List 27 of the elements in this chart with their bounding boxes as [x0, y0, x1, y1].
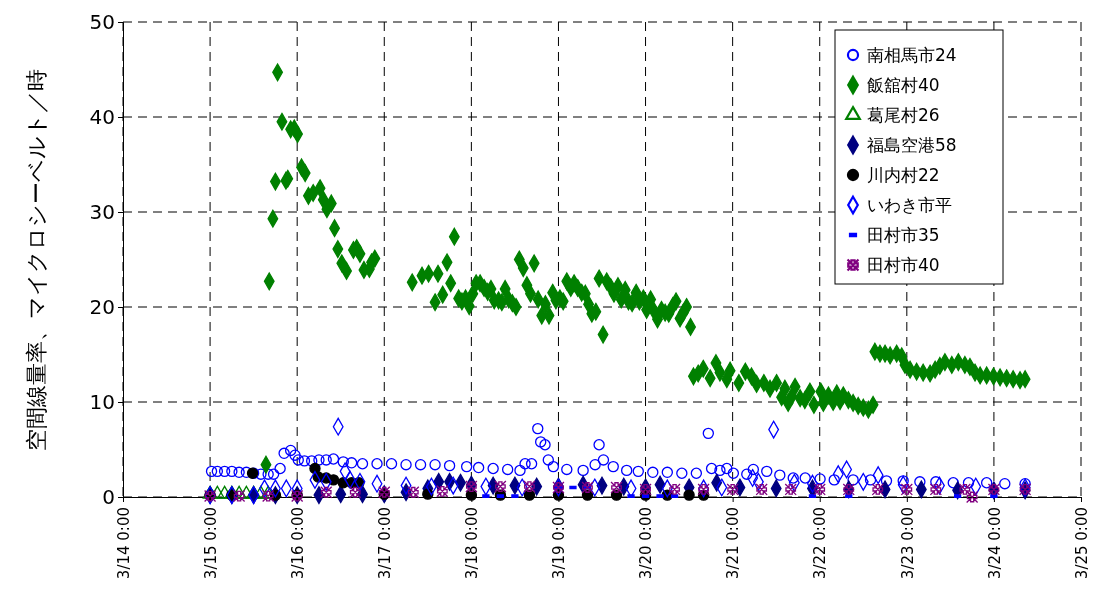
x-tick-label: 3/15 0:00 [201, 507, 220, 580]
x-tick-label: 3/24 0:00 [985, 507, 1004, 580]
legend-label: いわき市平 [867, 194, 952, 215]
x-tick-label: 3/17 0:00 [376, 507, 395, 580]
y-axis-title: 空間線量率、マイクロシーベルト／時 [23, 68, 49, 451]
x-tick-label: 3/22 0:00 [811, 507, 830, 580]
legend-label: 飯舘村40 [867, 74, 940, 95]
x-tick-label: 3/16 0:00 [288, 507, 307, 580]
y-tick-label: 10 [89, 389, 115, 414]
legend-label: 福島空港58 [867, 134, 957, 155]
x-tick-label: 3/25 0:00 [1072, 507, 1091, 580]
x-tick-label: 3/18 0:00 [463, 507, 482, 580]
legend-label: 川内村22 [867, 164, 940, 185]
x-tick-label: 3/14 0:00 [114, 507, 133, 580]
y-tick-label: 20 [89, 294, 115, 319]
x-tick-label: 3/23 0:00 [898, 507, 917, 580]
x-tick-label: 3/21 0:00 [724, 507, 743, 580]
y-tick-label: 50 [89, 9, 115, 34]
legend-label: 南相馬市24 [867, 44, 957, 65]
y-tick-label: 30 [89, 199, 115, 224]
legend-label: 田村市35 [867, 224, 940, 245]
x-tick-label: 3/19 0:00 [550, 507, 569, 580]
y-tick-label: 0 [102, 484, 115, 509]
y-tick-label: 40 [89, 104, 115, 129]
legend-label: 葛尾村26 [867, 104, 940, 125]
x-tick-label: 3/20 0:00 [637, 507, 656, 580]
legend-label: 田村市40 [867, 254, 940, 275]
